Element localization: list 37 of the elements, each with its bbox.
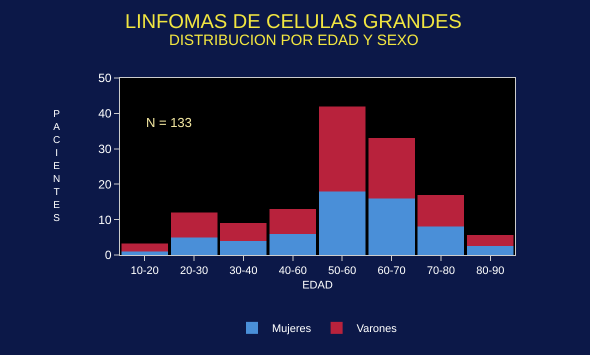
y-tick-label: 30 [98, 142, 112, 156]
chart-title: LINFOMAS DE CELULAS GRANDES [125, 11, 462, 33]
x-tick-label: 30-40 [229, 265, 258, 278]
bar [368, 138, 415, 198]
bar [418, 194, 464, 227]
y-tick-label: 20 [98, 177, 112, 192]
bar [121, 251, 168, 255]
bar [467, 234, 514, 246]
bar [270, 208, 316, 234]
y-tick-label: 40 [98, 106, 112, 121]
y-tick-label: 10 [98, 212, 112, 227]
bar [318, 191, 366, 255]
bar [121, 243, 168, 252]
x-axis-title: EDAD [302, 279, 333, 292]
bar [318, 106, 366, 192]
y-tick-label: 0 [104, 248, 112, 262]
bar [170, 212, 218, 238]
y-tick-label: 50 [98, 71, 112, 86]
x-tick-label: 60-70 [377, 265, 406, 278]
bar [467, 246, 514, 255]
x-tick-label: 50-60 [328, 265, 356, 278]
chart-subtitle: DISTRIBUCION POR EDAD Y SEXO [169, 32, 418, 49]
x-tick-label: 20-30 [180, 265, 208, 278]
x-tick-label: 10-20 [130, 265, 159, 278]
x-tick-label: 40-60 [278, 265, 307, 278]
bar [170, 237, 218, 255]
annotation: N = 133 [146, 115, 192, 130]
x-tick-label: 70-80 [426, 265, 456, 278]
bar [220, 240, 267, 255]
x-tick-label: 80-90 [476, 265, 504, 278]
bar [418, 226, 464, 255]
legend-label: Mujeres [272, 323, 312, 336]
bar [368, 198, 415, 255]
legend-label: Varones [356, 323, 398, 336]
bar [220, 223, 267, 241]
bar [270, 234, 316, 255]
text: PACIENTES [53, 109, 60, 224]
